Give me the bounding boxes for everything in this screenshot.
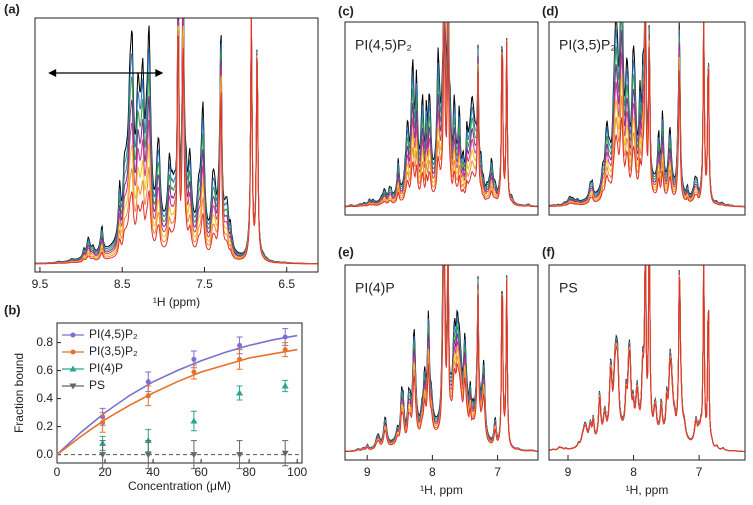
spectrum-trace	[345, 265, 538, 452]
spectrum-trace	[35, 18, 318, 265]
data-point	[145, 379, 151, 385]
fit-curve	[56, 334, 298, 456]
x-tick-label: 8	[429, 465, 436, 479]
legend-marker	[70, 332, 76, 338]
legend-label: PI(4,5)P₂	[89, 327, 138, 341]
x-tick-label: 8.5	[114, 277, 131, 291]
spectrum-trace	[345, 265, 538, 452]
x-tick-label: 7.5	[196, 277, 213, 291]
x-axis-label: ¹H, ppm	[420, 483, 463, 497]
y-tick-label: 0.6	[36, 363, 53, 377]
x-tick-label: 0	[54, 465, 61, 479]
y-axis-label: Fraction bound	[12, 353, 26, 433]
data-point	[144, 452, 152, 459]
x-tick-label: 80	[242, 465, 256, 479]
x-tick-label: 9.5	[32, 277, 49, 291]
x-tick-label: 6.5	[278, 277, 295, 291]
axes-frame	[548, 264, 746, 461]
data-point	[191, 356, 197, 362]
legend-label: PI(3,5)P₂	[89, 344, 138, 358]
spectrum-trace	[35, 18, 318, 265]
axes-frame	[344, 21, 539, 216]
spectrum-trace	[345, 22, 538, 208]
legend-marker	[69, 365, 77, 372]
axes-frame	[344, 264, 539, 461]
panel-letter: (a)	[4, 1, 20, 16]
x-tick-label: 100	[287, 465, 307, 479]
legend-label: PS	[89, 378, 105, 392]
traces	[35, 18, 318, 265]
data-point	[236, 389, 244, 396]
data-point	[236, 452, 244, 459]
x-axis-label: ¹H, ppm	[626, 483, 669, 497]
fit-curve	[56, 348, 298, 456]
y-tick-label: 0.4	[36, 391, 53, 405]
traces	[549, 22, 745, 208]
data-point	[237, 342, 243, 348]
panel-label-text: PI(4)P	[355, 280, 395, 296]
y-tick-label: 0.8	[36, 335, 53, 349]
x-tick-label: 7	[494, 465, 501, 479]
data-point	[281, 382, 289, 389]
axes-frame	[34, 17, 319, 273]
spectrum-trace	[345, 265, 538, 452]
panel-letter: (f)	[542, 244, 555, 259]
y-tick-label: 0.0	[36, 447, 53, 461]
panel-letter: (b)	[4, 302, 21, 317]
legend-marker	[69, 383, 77, 390]
data-point	[100, 419, 106, 425]
data-point	[190, 452, 198, 459]
spectrum-trace	[345, 265, 538, 452]
panel-letter: (e)	[338, 244, 354, 259]
legend-label: PI(4)P	[89, 361, 123, 375]
spectrum-trace	[345, 265, 538, 452]
axes-frame	[56, 322, 303, 464]
spectrum-trace	[549, 22, 745, 208]
data-point	[282, 334, 288, 340]
x-tick-label: 8	[630, 465, 637, 479]
spectrum-trace	[549, 265, 745, 452]
panel-letter: (c)	[338, 3, 354, 18]
panel-label-text: PI(3,5)P₂	[559, 37, 616, 53]
x-axis-label: Concentration (μM)	[128, 479, 231, 493]
data-point	[190, 417, 198, 424]
panel-label-text: PS	[559, 280, 578, 296]
data-point	[281, 450, 289, 457]
legend-marker	[70, 349, 76, 355]
traces	[549, 265, 745, 452]
x-tick-label: 20	[98, 465, 112, 479]
data-point	[191, 369, 197, 375]
traces	[345, 265, 538, 452]
data-point	[145, 393, 151, 399]
x-tick-label: 9	[565, 465, 572, 479]
data-point	[237, 356, 243, 362]
x-tick-label: 7	[696, 465, 703, 479]
panel-letter: (d)	[542, 3, 559, 18]
x-tick-label: 60	[194, 465, 208, 479]
x-axis-label: ¹H (ppm)	[153, 295, 200, 309]
panel-label-text: PI(4,5)P₂	[355, 37, 412, 53]
traces	[345, 22, 538, 208]
y-tick-label: 0.2	[36, 419, 53, 433]
x-tick-label: 9	[364, 465, 371, 479]
data-point	[282, 347, 288, 353]
axes-frame	[548, 21, 746, 216]
data-point	[99, 452, 107, 459]
